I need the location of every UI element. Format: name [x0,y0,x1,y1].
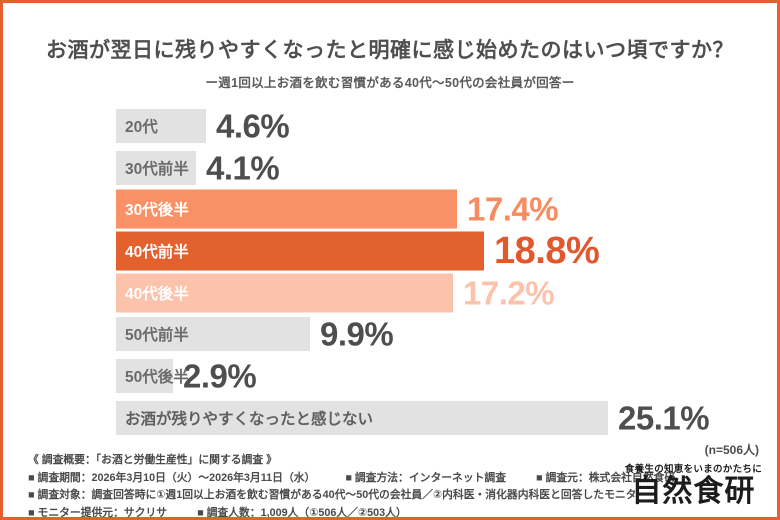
page-subtitle: ー週1回以上お酒を飲む習慣がある40代〜50代の会社員が回答ー [205,76,575,90]
bar-category-label: お酒が残りやすくなったと感じない [125,410,374,428]
chart-row: 50代前半 9.9% [116,313,776,355]
sample-size-note: (n=506人) [704,443,759,457]
bar-category-label: 30代後半 [125,202,189,220]
footer-segment: 《 調査概要：「お酒と労働生産性」に関する調査 》 [28,454,277,466]
footer-segment: ■ 調査人数：1,009人（①506人／②503人） [197,507,407,520]
bar [116,358,173,393]
bar-value-label: 9.9% [320,315,394,353]
brand-tagline: 食養生の知恵をいまのかたちに [624,464,762,475]
bar [116,108,206,143]
chart-row: 40代前半 18.8% [116,230,776,272]
footer-line: ■ 調査期間：2026年3月10日（火）〜2026年3月11日（水） ■ 調査方法… [28,472,675,485]
bar-value-label: 17.2% [463,274,555,312]
bar-category-label: 50代後半 [125,368,189,386]
footer-segment: ■ 調査期間：2026年3月10日（火）〜2026年3月11日（水） [28,471,316,484]
bar-category-label: 20代 [125,118,158,136]
bar [116,150,196,185]
chart-row: 30代前半 4.1% [116,147,776,189]
footer-survey-notes: 《 調査概要：「お酒と労働生産性」に関する調査 》 ■ 調査期間：2026年3月1… [28,454,675,520]
bar-category-label: 40代前半 [125,243,189,261]
bar-chart: 20代 4.6% 30代前半 4.1% 30代後半 17.4% 40代前半 18.8% 40代後… [116,105,776,439]
bar-category-label: 30代前半 [125,160,189,178]
bar [116,189,457,229]
bar-value-label: 25.1% [618,399,710,437]
footer-segment: ■ 調査対象：調査回答時に①週1回以上お酒を飲む習慣がある40代〜50代の会社員… [28,489,648,502]
brand-logo: 食養生の知恵をいまのかたちに 自然食研 [625,461,762,510]
page-title: お酒が翌日に残りやすくなったと明確に感じ始めたのはいつ頃ですか？ [46,39,734,62]
footer-segment: ■ 調査元：株式会社自然食研 [536,471,676,484]
chart-row: 50代後半 2.9% [116,355,776,397]
bar [116,231,484,271]
bar-category-label: 40代後半 [125,285,189,303]
chart-row: お酒が残りやすくなったと感じない 25.1% [116,397,776,439]
bar-value-label: 4.6% [216,107,290,145]
chart-row: 40代後半 17.2% [116,272,776,314]
bar [116,273,453,313]
brand-name: 自然食研 [631,474,756,509]
bar-value-label: 18.8% [494,229,600,272]
footer-line: ■ 調査対象：調査回答時に①週1回以上お酒を飲む習慣がある40代〜50代の会社員… [28,489,675,502]
chart-row: 20代 4.6% [116,105,776,147]
footer-line: ■ モニター提供元：サクリサ ■ 調査人数：1,009人（①506人／②503人） [28,507,675,520]
bar-value-label: 2.9% [183,357,257,395]
bar-value-label: 4.1% [206,149,280,187]
footer-segment: ■ 調査方法：インターネット調査 [345,471,507,484]
bar-category-label: 50代前半 [125,327,189,345]
footer-line: 《 調査概要：「お酒と労働生産性」に関する調査 》 [28,454,675,467]
bar [116,400,608,435]
bar [116,317,310,352]
bar-value-label: 17.4% [467,190,559,228]
footer-segment: ■ モニター提供元：サクリサ [28,507,168,520]
chart-row: 30代後半 17.4% [116,188,776,230]
